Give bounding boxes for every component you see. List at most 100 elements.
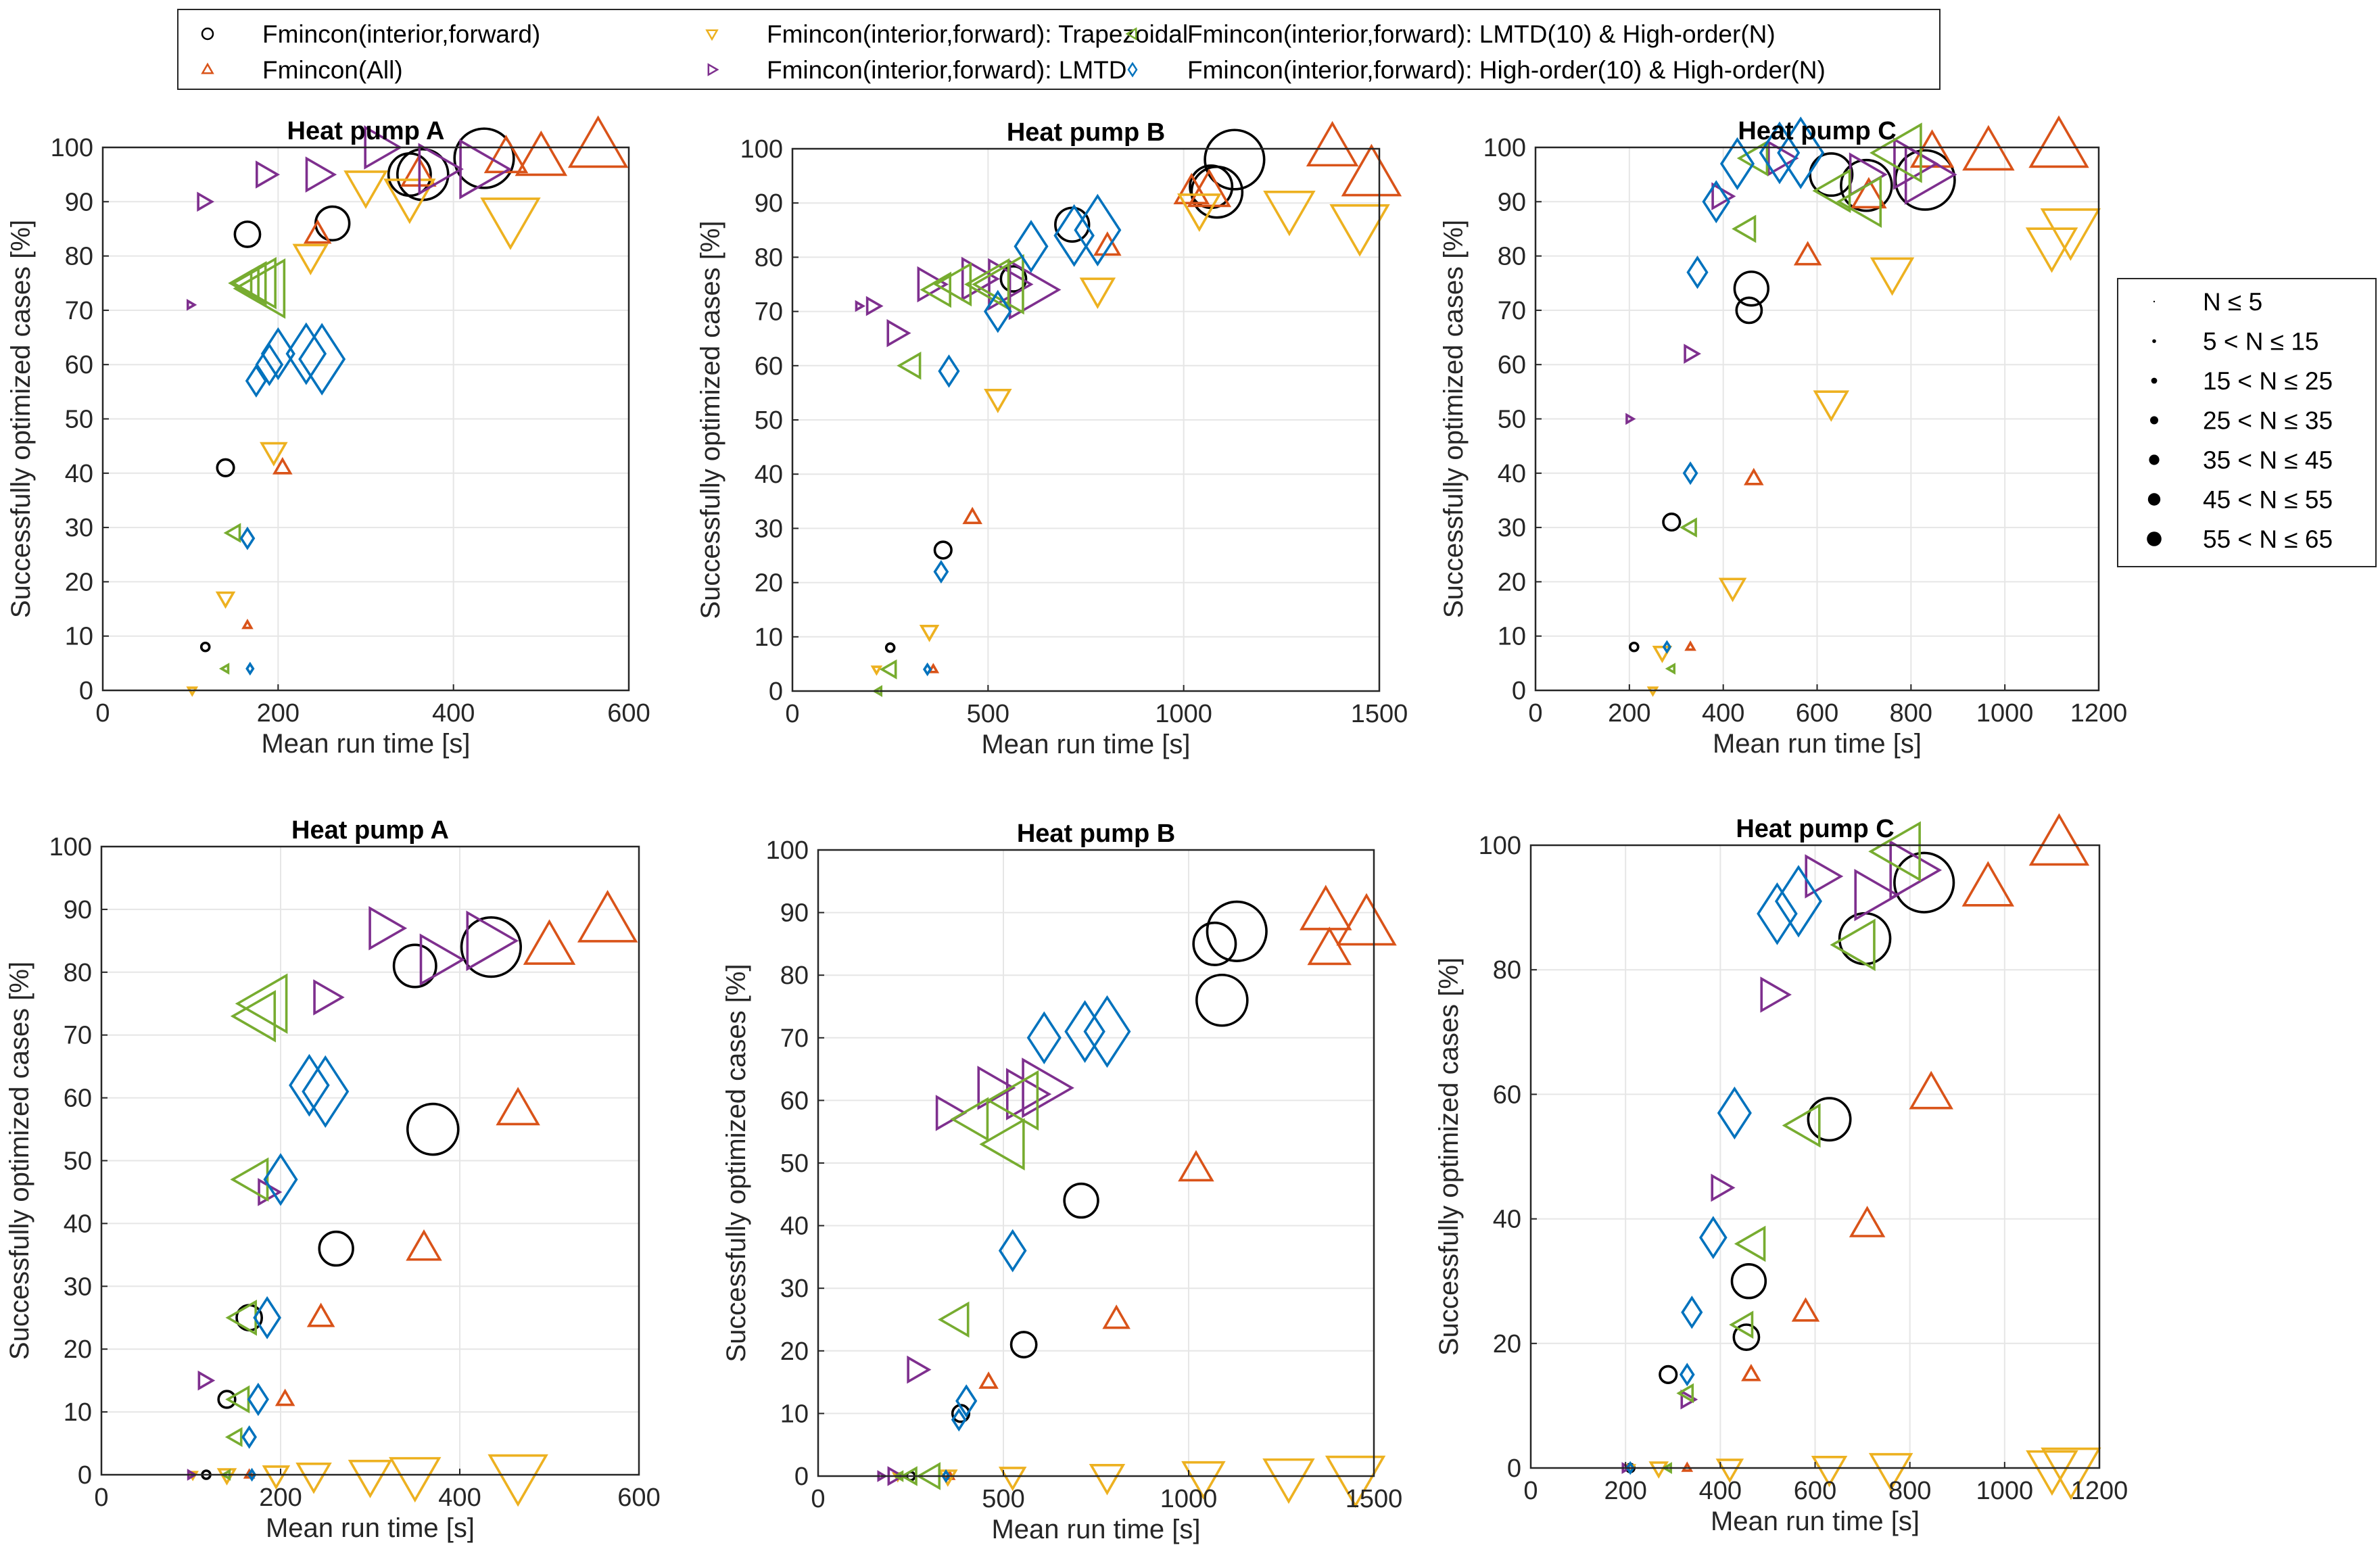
y-axis-label: Successfully optimized cases [%] — [721, 964, 751, 1362]
chart-panel-5: 0 500 1000 1500 0 10 20 30 40 50 60 70 80 90 100 Heat p… — [721, 820, 1402, 1544]
marker-fmincon-interior-forward-trapezoidal — [1177, 193, 1222, 233]
y-tick-label: 0 — [78, 1461, 92, 1490]
marker-fmincon-interior-forward-high-order-10-high-order-n — [289, 1053, 330, 1117]
y-tick-label: 30 — [1498, 514, 1526, 542]
marker-fmincon-interior-forward-lmtd — [1711, 182, 1736, 211]
y-tick-label: 50 — [755, 406, 783, 435]
marker-fmincon-interior-forward-lmtd — [305, 156, 337, 193]
marker-fmincon-interior-forward — [1195, 973, 1249, 1027]
marker-fmincon-all — [1741, 1363, 1761, 1381]
marker-fmincon-interior-forward-lmtd-10-high-order-n — [1812, 168, 1851, 213]
marker-fmincon-all — [978, 1371, 999, 1389]
marker-fmincon-all — [303, 219, 332, 244]
legend-label: Fmincon(interior,forward): Trapezoidal — [767, 20, 1188, 48]
marker-fmincon-all — [306, 1302, 335, 1327]
marker-fmincon-interior-forward-lmtd — [419, 933, 465, 986]
x-tick-label: 1500 — [1351, 700, 1408, 728]
marker-fmincon-interior-forward — [217, 1390, 237, 1409]
marker-fmincon-interior-forward-trapezoidal — [1811, 1456, 1848, 1488]
y-tick-label: 70 — [780, 1024, 809, 1053]
marker-fmincon-interior-forward-lmtd — [255, 160, 281, 189]
marker-fmincon-interior-forward-lmtd — [197, 191, 215, 212]
marker-fmincon-interior-forward-lmtd-10-high-order-n — [1676, 1383, 1694, 1404]
marker-fmincon-interior-forward-lmtd — [1805, 854, 1844, 899]
marker-fmincon-interior-forward-high-order-10-high-order-n — [1777, 116, 1825, 189]
y-tick-label: 10 — [780, 1400, 809, 1428]
marker-fmincon-interior-forward-trapezoidal — [1648, 1461, 1669, 1479]
y-tick-label: 80 — [1493, 956, 1521, 985]
marker-fmincon-interior-forward-high-order-10-high-order-n — [998, 1229, 1027, 1273]
marker-fmincon-interior-forward-trapezoidal — [262, 1465, 291, 1490]
marker-fmincon-interior-forward-high-order-10-high-order-n — [1625, 1461, 1635, 1475]
marker-fmincon-interior-forward — [1733, 270, 1770, 307]
marker-fmincon-interior-forward-high-order-10-high-order-n — [1757, 882, 1798, 945]
x-tick-label: 600 — [607, 699, 650, 728]
x-tick-label: 0 — [1528, 699, 1542, 728]
marker-fmincon-all — [1307, 926, 1352, 966]
marker-fmincon-interior-forward — [460, 916, 522, 978]
marker-fmincon-interior-forward-high-order-10-high-order-n — [1719, 137, 1755, 191]
legend-marker-triangle-down — [705, 29, 719, 41]
y-tick-label: 80 — [65, 243, 93, 271]
marker-fmincon-interior-forward-high-order-10-high-order-n — [1717, 1086, 1752, 1140]
marker-fmincon-interior-forward — [199, 641, 211, 653]
marker-fmincon-interior-forward — [1840, 158, 1893, 212]
marker-fmincon-interior-forward-high-order-10-high-order-n — [955, 1384, 978, 1418]
marker-fmincon-interior-forward-lmtd-10-high-order-n — [933, 262, 972, 307]
marker-fmincon-interior-forward-high-order-10-high-order-n — [1064, 1000, 1105, 1063]
y-tick-label: 90 — [755, 189, 783, 218]
marker-fmincon-interior-forward-lmtd-10-high-order-n — [1732, 214, 1757, 243]
marker-fmincon-interior-forward-lmtd-10-high-order-n — [224, 1427, 243, 1448]
x-tick-label: 1000 — [1976, 699, 2034, 728]
x-tick-label: 1500 — [1346, 1485, 1403, 1513]
marker-fmincon-interior-forward — [933, 540, 953, 560]
y-axis-label: Successfully optimized cases [%] — [696, 220, 725, 619]
marker-fmincon-interior-forward-trapezoidal — [1325, 1455, 1386, 1509]
chart-title: Heat pump A — [287, 117, 445, 145]
size-legend-box — [2117, 278, 2377, 567]
x-axis-label: Mean run time [s] — [1711, 1507, 1920, 1536]
y-axis-label: Successfully optimized cases [%] — [1439, 220, 1469, 618]
size-legend-label: 55 < N ≤ 65 — [2203, 525, 2333, 553]
y-tick-label: 60 — [1493, 1081, 1521, 1109]
marker-fmincon-interior-forward-lmtd — [197, 1370, 216, 1391]
y-tick-label: 100 — [766, 836, 809, 865]
x-tick-label: 800 — [1888, 1477, 1931, 1505]
marker-fmincon-interior-forward-high-order-10-high-order-n — [245, 364, 268, 398]
marker-fmincon-all — [515, 130, 568, 176]
marker-fmincon-all — [2028, 813, 2090, 866]
y-tick-label: 60 — [65, 351, 93, 379]
marker-fmincon-interior-forward — [1659, 1365, 1678, 1384]
x-tick-label: 400 — [438, 1484, 481, 1512]
size-legend-dot — [2147, 531, 2162, 546]
y-axis-label: Successfully optimized cases [%] — [1434, 957, 1464, 1356]
marker-fmincon-interior-forward-trapezoidal — [1079, 277, 1116, 310]
chart-panel-6: 0 200 400 600 800 1000 1200 0 20 40 60 80 100 Heat pu… — [1434, 813, 2128, 1536]
y-tick-label: 40 — [755, 460, 783, 489]
y-tick-label: 70 — [65, 297, 93, 325]
marker-fmincon-interior-forward-lmtd-10-high-order-n — [964, 258, 1010, 311]
marker-fmincon-interior-forward — [1735, 296, 1763, 325]
y-tick-label: 0 — [794, 1463, 809, 1491]
marker-fmincon-interior-forward-high-order-10-high-order-n — [922, 662, 932, 677]
x-tick-label: 200 — [259, 1484, 302, 1512]
marker-fmincon-interior-forward — [233, 220, 262, 248]
marker-fmincon-interior-forward-high-order-10-high-order-n — [1662, 640, 1672, 654]
x-tick-label: 800 — [1890, 699, 1932, 728]
marker-fmincon-interior-forward-trapezoidal — [998, 1467, 1027, 1492]
x-tick-label: 400 — [432, 699, 475, 728]
y-tick-label: 30 — [755, 515, 783, 543]
y-tick-label: 40 — [780, 1212, 809, 1241]
marker-fmincon-interior-forward-lmtd — [1767, 140, 1799, 176]
marker-fmincon-interior-forward — [1732, 1323, 1761, 1351]
marker-fmincon-interior-forward-lmtd — [313, 979, 345, 1016]
marker-fmincon-all — [567, 115, 629, 168]
marker-fmincon-interior-forward-lmtd — [1005, 1068, 1052, 1120]
marker-fmincon-interior-forward-lmtd-10-high-order-n — [979, 1118, 1025, 1170]
series-legend: Fmincon(interior,forward) Fmincon(All) Fmi… — [177, 9, 1941, 90]
y-tick-label: 60 — [780, 1087, 809, 1115]
marker-fmincon-all — [2028, 115, 2089, 168]
x-axis-label: Mean run time [s] — [1713, 729, 1922, 759]
y-tick-label: 40 — [1498, 460, 1526, 488]
marker-fmincon-interior-forward-trapezoidal — [1715, 1459, 1744, 1484]
